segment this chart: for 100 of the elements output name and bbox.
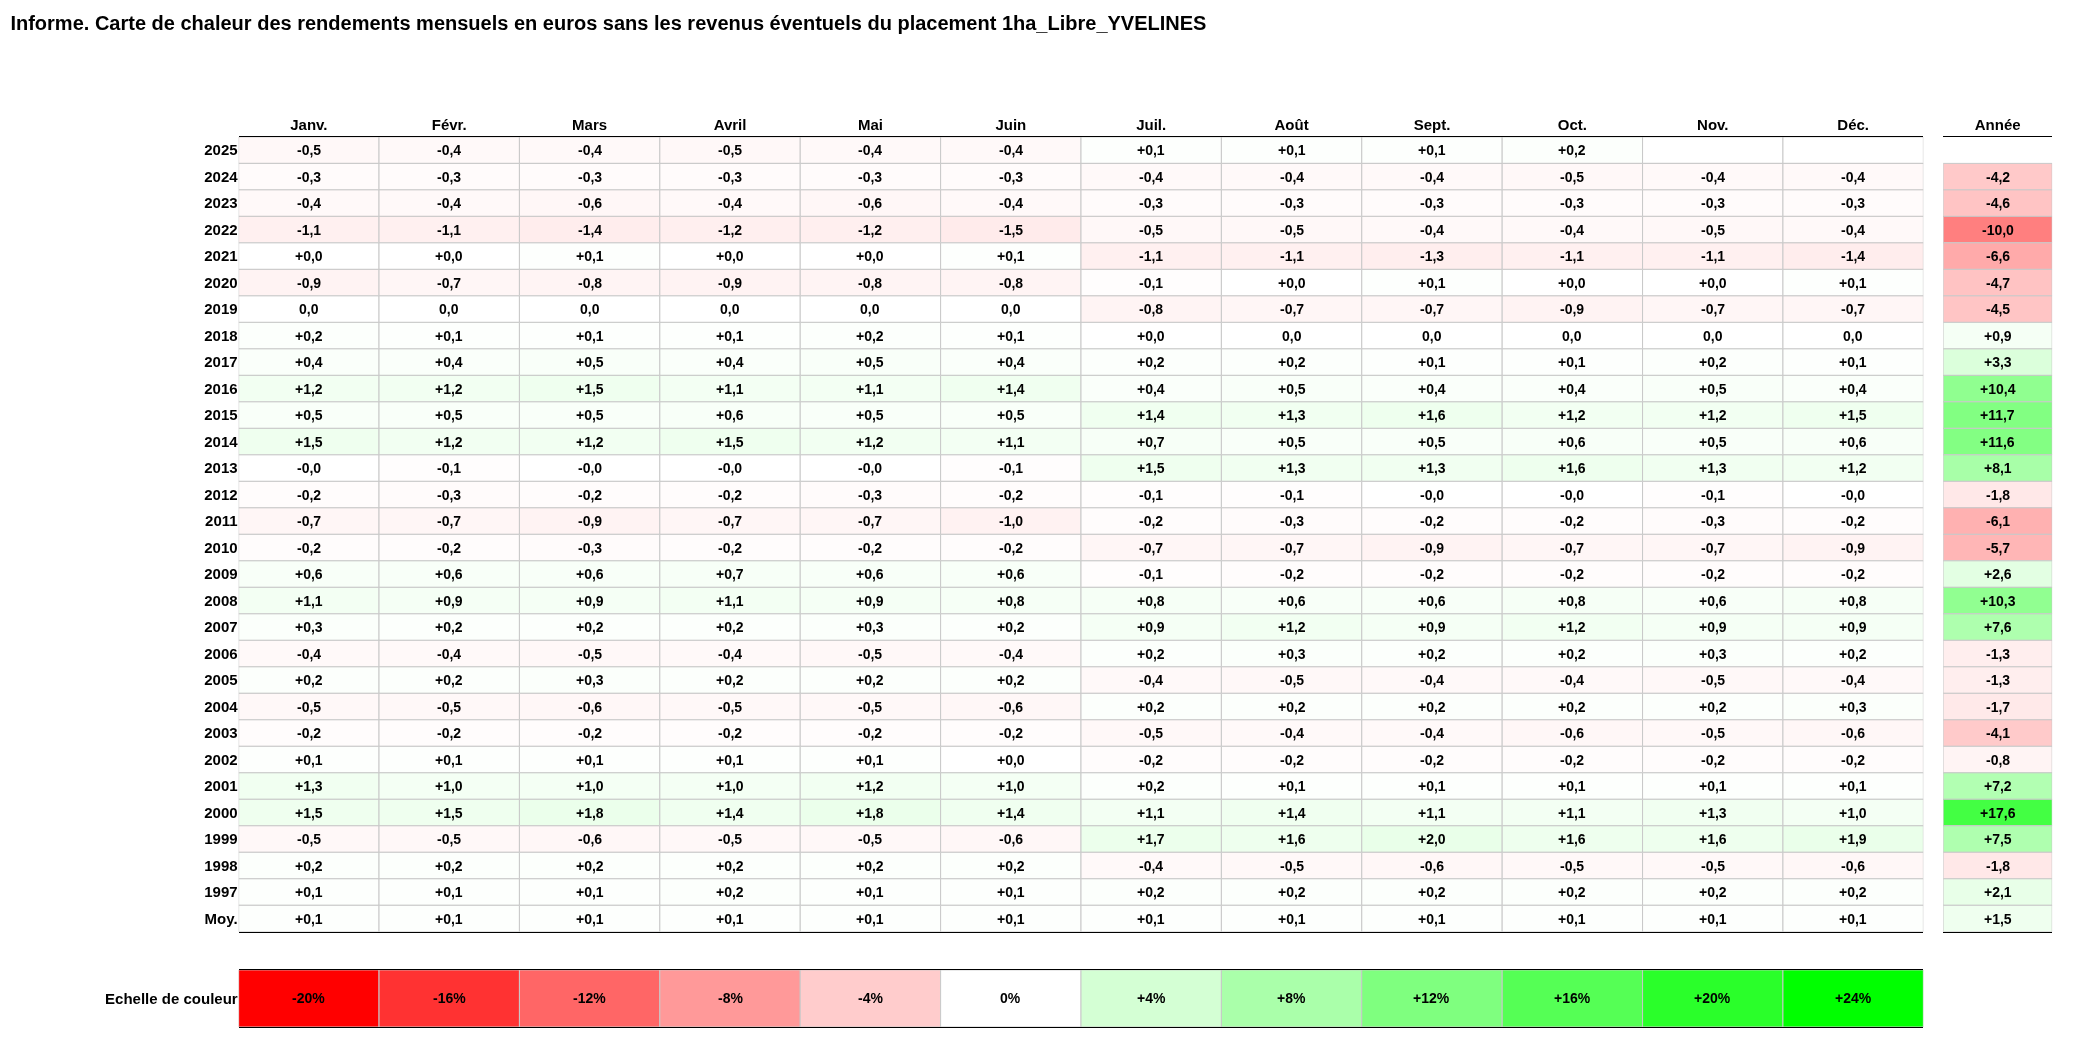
- data-label: -0,9: [578, 513, 603, 529]
- data-label: -0,9: [1560, 301, 1585, 317]
- data-label: -1,1: [1139, 248, 1164, 264]
- data-label: -0,6: [999, 699, 1024, 715]
- x-tick-label: Oct.: [1557, 115, 1587, 133]
- data-label: +0,2: [1839, 646, 1867, 662]
- data-label: -0,9: [718, 275, 743, 291]
- data-label: -0,5: [1701, 725, 1726, 741]
- data-label: +1,0: [576, 778, 604, 794]
- data-label: +0,9: [1839, 619, 1867, 635]
- y-tick-label: 2014: [204, 432, 239, 450]
- data-label: -1,4: [1841, 248, 1866, 264]
- data-label: +1,5: [716, 434, 744, 450]
- data-label: +1,2: [1558, 619, 1586, 635]
- data-label: -16%: [433, 990, 467, 1006]
- data-label: -0,9: [1841, 540, 1866, 556]
- data-label: +0,2: [716, 619, 744, 635]
- data-label: +0,1: [435, 752, 463, 768]
- data-label: +0,4: [1137, 381, 1165, 397]
- data-label: -4,5: [1986, 301, 2011, 317]
- y-tick-label: 1999: [204, 830, 238, 848]
- data-label: +0,3: [576, 672, 604, 688]
- data-label: +0,1: [1839, 275, 1867, 291]
- data-label: -0,3: [1560, 195, 1585, 211]
- data-label: +1,3: [1699, 460, 1727, 476]
- data-label: +0,0: [716, 248, 744, 264]
- data-label: -0,5: [718, 831, 743, 847]
- data-label: +0,2: [1137, 884, 1165, 900]
- data-label: -0,0: [297, 460, 322, 476]
- data-label: +1,0: [716, 778, 744, 794]
- data-label: +1,4: [997, 381, 1025, 397]
- data-label: -0,2: [1139, 513, 1164, 529]
- data-label: -0,0: [1420, 487, 1445, 503]
- data-label: +0,1: [997, 884, 1025, 900]
- data-label: -0,5: [437, 831, 462, 847]
- data-label: +1,3: [1278, 407, 1306, 423]
- x-tick-label: Mars: [572, 115, 608, 133]
- data-label: -0,2: [1701, 566, 1726, 582]
- y-tick-label: 1998: [204, 856, 238, 874]
- data-label: -0,4: [1841, 222, 1866, 238]
- data-label: -0,5: [1280, 858, 1305, 874]
- data-label: +1,6: [1278, 831, 1306, 847]
- data-label: -0,5: [297, 699, 322, 715]
- data-label: -0,2: [1420, 513, 1445, 529]
- data-label: +0,1: [1418, 778, 1446, 794]
- data-label: +0,0: [1278, 275, 1306, 291]
- data-label: +1,1: [716, 381, 744, 397]
- data-label: +0,2: [1418, 699, 1446, 715]
- data-label: +1,4: [997, 805, 1025, 821]
- x-tick-label: Janv.: [290, 115, 328, 133]
- data-label: -0,2: [1420, 566, 1445, 582]
- data-label: +0,6: [435, 566, 463, 582]
- data-label: -0,6: [1420, 858, 1445, 874]
- data-label: -0,5: [718, 699, 743, 715]
- y-tick-label: 2003: [204, 724, 238, 742]
- data-label: +1,3: [1278, 460, 1306, 476]
- data-label: 0,0: [439, 301, 459, 317]
- data-label: +0,4: [435, 354, 463, 370]
- data-label: +0,5: [1278, 381, 1306, 397]
- data-label: -0,0: [1560, 487, 1585, 503]
- data-label: -0,8: [1986, 752, 2011, 768]
- data-label: +0,1: [1699, 911, 1727, 927]
- x-tick-label: Sept.: [1413, 115, 1451, 133]
- data-label: +0,2: [997, 619, 1025, 635]
- data-label: -0,0: [1841, 487, 1866, 503]
- data-label: -0,7: [1139, 540, 1164, 556]
- data-label: -0,0: [858, 460, 883, 476]
- x-tick-label: Juil.: [1136, 115, 1167, 133]
- y-tick-label: 2025: [204, 141, 238, 159]
- data-label: +0,2: [1418, 646, 1446, 662]
- data-label: -0,4: [1139, 672, 1164, 688]
- data-label: +0,2: [856, 328, 884, 344]
- data-label: +0,5: [1418, 434, 1446, 450]
- data-label: +0,2: [716, 884, 744, 900]
- data-label: -0,4: [1560, 222, 1585, 238]
- data-label: +16%: [1554, 990, 1591, 1006]
- data-label: -0,8: [1139, 301, 1164, 317]
- data-label: -0,4: [1841, 672, 1866, 688]
- data-label: -0,5: [297, 831, 322, 847]
- data-label: -0,4: [999, 646, 1024, 662]
- data-label: -1,4: [578, 222, 603, 238]
- data-label: -0,5: [578, 646, 603, 662]
- data-label: -0,3: [437, 169, 462, 185]
- y-tick-label: 2010: [204, 538, 238, 556]
- data-label: -0,5: [437, 699, 462, 715]
- data-label: +1,5: [1137, 460, 1165, 476]
- data-label: -0,7: [858, 513, 883, 529]
- data-label: +0,4: [716, 354, 744, 370]
- data-label: -0,5: [1701, 858, 1726, 874]
- y-tick-label: 2004: [204, 697, 239, 715]
- data-label: +0,1: [1278, 778, 1306, 794]
- data-label: +0,5: [856, 354, 884, 370]
- data-label: -1,5: [999, 222, 1024, 238]
- data-label: -0,4: [1420, 672, 1445, 688]
- data-label: -0,2: [858, 725, 883, 741]
- data-label: +0,2: [295, 328, 323, 344]
- data-label: -0,1: [1139, 487, 1164, 503]
- data-label: -4,1: [1986, 725, 2011, 741]
- data-label: +0,1: [1278, 911, 1306, 927]
- data-label: +7,6: [1984, 619, 2012, 635]
